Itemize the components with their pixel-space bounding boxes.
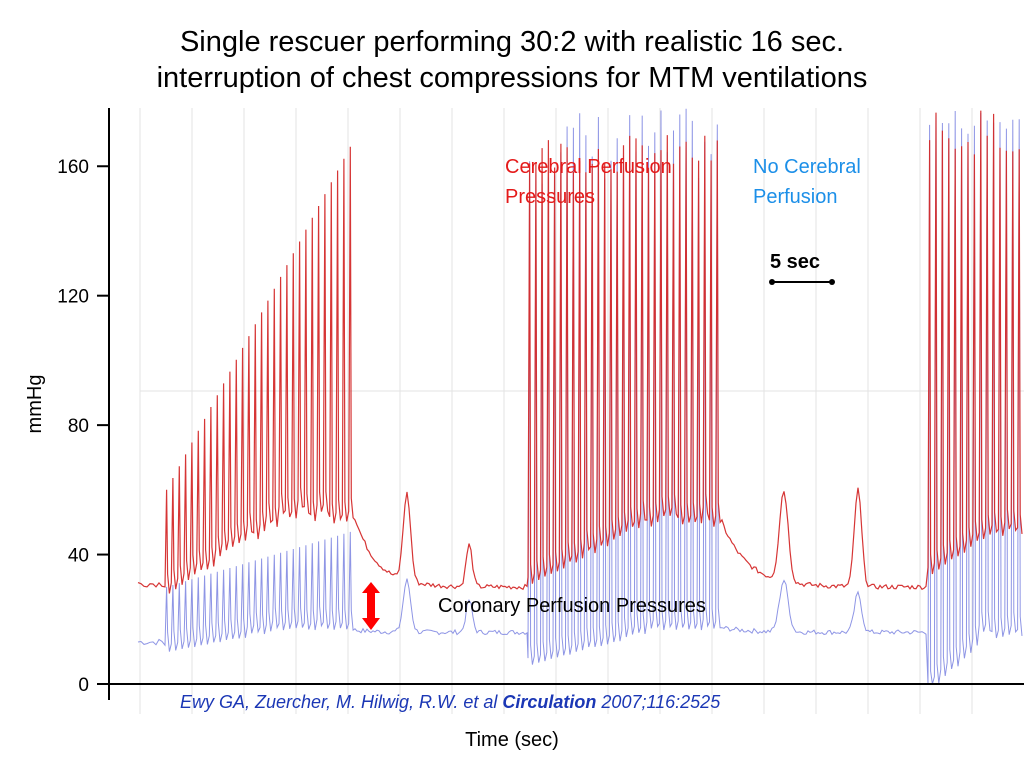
no-cerebral-perfusion-label: No Cerebral Perfusion: [753, 156, 861, 208]
y-tick-label: 160: [57, 157, 89, 178]
axis-layer: 0 40 80 120 160: [57, 108, 1024, 700]
y-axis-label: mmHg: [24, 375, 46, 434]
y-tick-label: 0: [78, 675, 89, 696]
citation-journal: Circulation: [502, 692, 597, 712]
citation-ref: 2007;116:2525: [596, 692, 721, 712]
coronary-perfusion-label: Coronary Perfusion Pressures: [438, 595, 706, 617]
series-venous-pressure: [137, 108, 1023, 685]
scale-bar-label: 5 sec: [770, 251, 821, 273]
cerebral-perfusion-label: Cerebral Perfusion Pressures: [505, 156, 672, 208]
five-second-scale-bar: [769, 279, 835, 285]
y-tick-label: 40: [68, 546, 89, 567]
red-double-arrow: [362, 582, 380, 630]
title-line-1: Single rescuer performing 30:2 with real…: [179, 26, 845, 58]
citation-authors: Ewy GA, Zuercher, M. Hilwig, R.W. et al: [180, 692, 503, 712]
y-tick-label: 80: [68, 416, 89, 437]
x-axis-label: Time (sec): [465, 729, 559, 751]
citation: Ewy GA, Zuercher, M. Hilwig, R.W. et al …: [180, 692, 720, 713]
title-line-2: interruption of chest compressions for M…: [156, 62, 868, 94]
y-tick-label: 120: [57, 287, 89, 308]
chart-title: Single rescuer performing 30:2 with real…: [0, 24, 1024, 96]
series-aortic-pressure: [137, 110, 1023, 594]
series-layer: [137, 108, 1023, 685]
